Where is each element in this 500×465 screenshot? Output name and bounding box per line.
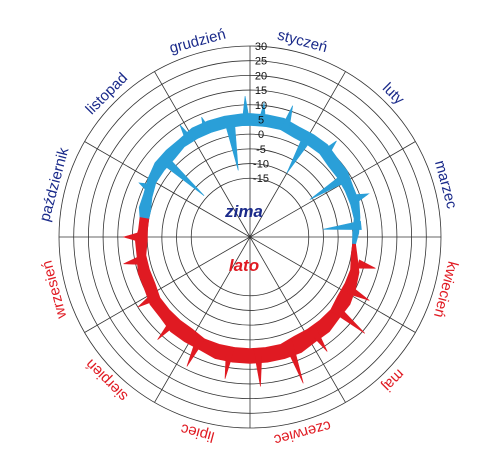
tick-label-3: 15 — [255, 85, 267, 97]
grid-spoke-11 — [154, 71, 251, 238]
grid-spoke-7 — [154, 236, 251, 403]
spike-summer-2 — [332, 304, 366, 334]
tick-label-7: -5 — [256, 144, 266, 156]
spike-winter-1 — [163, 158, 205, 196]
ticks: 30 25 20 15 10 5 0 -5 -10 -15 — [253, 41, 269, 185]
spike-summer-10 — [123, 255, 143, 265]
spike-summer-7 — [186, 334, 206, 367]
tick-label-4: 10 — [255, 100, 267, 112]
spike-winter-4 — [226, 126, 239, 171]
grid-spoke-8 — [84, 236, 251, 333]
month-label-8: wrzesień — [39, 259, 71, 322]
spike-summer-9 — [137, 292, 159, 308]
season-label-winter: zima — [224, 202, 263, 221]
spike-summer-1 — [346, 285, 370, 301]
spike-winter-5 — [241, 95, 251, 126]
spike-winter-7 — [279, 105, 293, 133]
spike-winter-3 — [201, 116, 213, 136]
grid-spoke-2 — [249, 141, 416, 238]
month-label-1: luty — [379, 80, 408, 109]
spike-summer-8 — [157, 316, 179, 340]
month-label-2: marzec — [431, 159, 460, 211]
spike-winter-9 — [320, 140, 337, 158]
tick-label-9: -15 — [253, 173, 269, 185]
spike-summer-3 — [308, 326, 328, 352]
month-label-9: październik — [36, 145, 72, 223]
tick-label-6: 0 — [258, 129, 264, 141]
season-label-summer: lato — [229, 256, 259, 275]
spike-winter-10 — [309, 173, 348, 200]
grid-spoke-10 — [84, 141, 251, 238]
spike-winter-11 — [352, 193, 370, 204]
spike-summer-6 — [224, 345, 236, 379]
tick-label-2: 20 — [255, 70, 267, 82]
spike-winter-0 — [138, 182, 153, 193]
tick-label-0: 30 — [255, 41, 267, 53]
spike-summer-5 — [253, 347, 263, 387]
spike-summer-4 — [283, 339, 304, 384]
month-label-3: kwiecień — [430, 259, 461, 319]
spike-winter-12 — [322, 220, 362, 230]
grid-spoke-4 — [249, 236, 416, 333]
spike-summer-0 — [356, 259, 376, 269]
tick-label-5: 5 — [258, 114, 264, 126]
spike-winter-8 — [286, 137, 310, 174]
spike-summer-11 — [122, 232, 139, 242]
grid-spoke-5 — [249, 236, 346, 403]
month-label-11: grudzień — [168, 26, 228, 57]
spike-winter-6 — [257, 102, 267, 127]
spike-winter-2 — [179, 124, 195, 146]
tick-label-1: 25 — [255, 56, 267, 68]
month-label-5: czerwiec — [272, 417, 333, 449]
month-label-4: maj — [379, 366, 408, 395]
month-label-0: styczeń — [276, 27, 330, 57]
grid — [58, 45, 442, 429]
areas — [122, 95, 376, 387]
tick-label-8: -10 — [253, 159, 269, 171]
